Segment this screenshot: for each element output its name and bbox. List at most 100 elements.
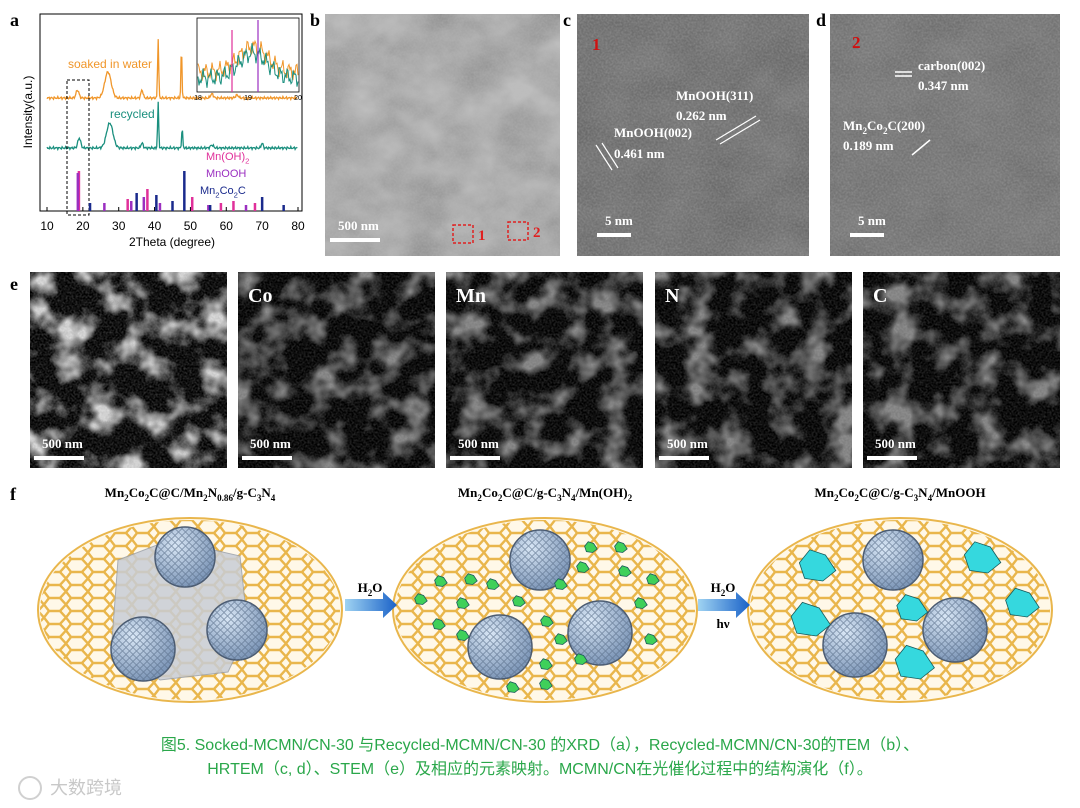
arrow-label: hν [716, 616, 729, 631]
micrograph-grain [325, 14, 560, 256]
flake [432, 618, 446, 630]
map-signal [863, 272, 1060, 468]
arrow-label: H2O [711, 580, 736, 598]
element-label: Co [248, 285, 272, 307]
flake [540, 615, 554, 627]
formula-part: Co [129, 485, 145, 500]
formula-part: 2 [368, 588, 373, 598]
region-label: 2 [533, 225, 541, 241]
lattice-marker [601, 142, 619, 169]
lattice-marker [719, 119, 761, 145]
lattice-marker [911, 139, 931, 156]
arrow-label: H2O [358, 580, 383, 598]
panel-label: e [10, 274, 18, 294]
flake [456, 629, 470, 641]
flake [539, 658, 553, 670]
x-tick-label: 70 [255, 219, 269, 233]
formula-part: 2 [498, 493, 503, 503]
formula-part: N [208, 485, 218, 500]
formula-part: 4 [928, 493, 933, 503]
formula-part: N [562, 485, 572, 500]
formula-part: Co [482, 485, 498, 500]
flake [644, 633, 658, 645]
formula-part: O [725, 580, 735, 595]
legend-entry: Mn(OH)2 [206, 151, 249, 165]
formula-part: C@C/g-C [859, 485, 914, 500]
scale-label: 500 nm [338, 218, 379, 233]
map-signal [238, 272, 435, 468]
formula-part: 2 [145, 493, 150, 503]
map-grain [655, 272, 852, 468]
formula-part: /MnOOH [931, 485, 985, 500]
annotation: 0.262 nm [676, 108, 727, 123]
reaction-arrow [345, 592, 397, 618]
flake [512, 595, 526, 607]
flake [790, 601, 831, 637]
map-signal [30, 272, 227, 468]
flake [539, 678, 553, 690]
x-tick-label: 30 [112, 219, 126, 233]
formula-part: 4 [271, 493, 276, 503]
nanosphere-cage [111, 617, 175, 681]
formula-part: N [918, 485, 928, 500]
stage-title: Mn2Co2C@C/Mn2N0.86/g-C3N4 [105, 485, 276, 503]
flake [464, 573, 478, 585]
annotation: MnOOH(311) [676, 88, 753, 103]
axes-frame [39, 13, 303, 212]
stage-title: Mn2Co2C@C/g-C3N4/MnOOH [814, 485, 985, 503]
formula-part: Mn(OH) [206, 151, 245, 163]
formula-part: 2 [628, 493, 633, 503]
panel-label: a [10, 10, 19, 30]
x-axis-label: 2Theta (degree) [129, 235, 215, 249]
x-tick-label: 50 [184, 219, 198, 233]
flake [634, 597, 648, 609]
formula-part: 2 [215, 190, 219, 199]
flake [896, 594, 929, 622]
element-label: N [665, 285, 680, 307]
element-label: Mn [456, 285, 486, 307]
x-tick-label: 60 [220, 219, 234, 233]
map-grain [863, 272, 1060, 468]
formula-part: H [711, 580, 721, 595]
micrograph-grain [577, 14, 809, 256]
legend-entry: MnOOH [206, 168, 246, 180]
annotation: 0.461 nm [614, 146, 665, 161]
map-signal [446, 272, 643, 468]
scale-bar [659, 456, 709, 460]
map-grain [446, 272, 643, 468]
formula-part: Mn [458, 485, 478, 500]
formula-part: Mn [814, 485, 834, 500]
formula-part: Co [838, 485, 854, 500]
formula-part: C@C/Mn [149, 485, 204, 500]
nanosphere-cage [207, 600, 267, 660]
formula-part: 2 [245, 156, 249, 165]
flake [506, 681, 520, 693]
scale-label: 500 nm [250, 436, 291, 451]
formula-part: 3 [914, 493, 919, 503]
formula-part: O [372, 580, 382, 595]
formula-part: Co [220, 185, 234, 197]
inset-tick-label: 18 [194, 95, 202, 102]
formula-part: 2 [477, 493, 482, 503]
flake [414, 593, 428, 605]
x-tick-label: 20 [76, 219, 90, 233]
scale-bar [34, 456, 84, 460]
micrograph-grain [830, 14, 1060, 256]
inset-tick-label: 19 [244, 95, 252, 102]
flake [646, 573, 660, 585]
x-tick-label: 40 [148, 219, 162, 233]
annotation: carbon(002) [918, 58, 985, 73]
flake [456, 597, 470, 609]
formula-part: C(200) [887, 118, 925, 133]
element-label: C [873, 285, 887, 307]
scale-label: 5 nm [605, 213, 633, 228]
caption-line: 图5. Socked-MCMN/CN-30 与Recycled-MCMN/CN-… [161, 736, 919, 754]
flake [1005, 587, 1040, 618]
scale-label: 500 nm [42, 436, 83, 451]
scale-label: 5 nm [858, 213, 886, 228]
scale-label: 500 nm [667, 436, 708, 451]
formula-part: MnOOH [206, 168, 246, 180]
annotation: 0.347 nm [918, 78, 969, 93]
x-tick-label: 10 [40, 219, 54, 233]
